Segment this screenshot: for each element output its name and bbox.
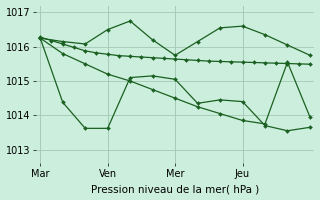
X-axis label: Pression niveau de la mer( hPa ): Pression niveau de la mer( hPa ): [91, 184, 259, 194]
